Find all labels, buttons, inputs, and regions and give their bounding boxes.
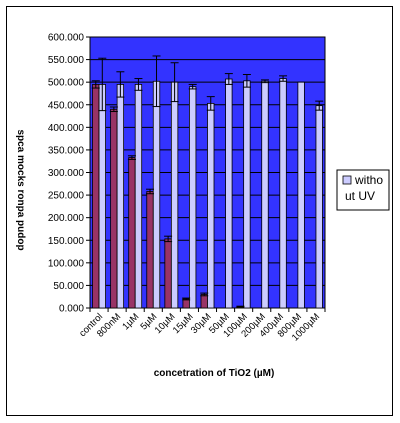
- y-tick-label: 450.000: [48, 100, 85, 111]
- bar-without-uv: [315, 105, 323, 309]
- bar-with-uv: [110, 108, 118, 309]
- legend: witho ut UV: [336, 169, 390, 211]
- y-tick-label: 50.000: [53, 281, 84, 292]
- legend-swatch-without-uv: [342, 175, 352, 185]
- bar-without-uv: [170, 81, 179, 309]
- bar-with-uv: [146, 191, 154, 309]
- y-tick-label: 0.000: [59, 304, 84, 315]
- bar-with-uv: [128, 157, 136, 309]
- y-tick-label: 150.000: [48, 236, 85, 247]
- bar-with-uv: [200, 294, 208, 309]
- y-tick-label: 250.000: [48, 191, 85, 202]
- y-axis-title: spca mocks ronpa pudop: [15, 129, 26, 250]
- bar-without-uv: [207, 102, 215, 309]
- x-axis-title: concetration of TiO2 (µM): [154, 368, 275, 379]
- bar-with-uv: [164, 238, 172, 309]
- bar-without-uv: [134, 84, 143, 309]
- bar-with-uv: [92, 84, 100, 309]
- bar-without-uv: [279, 78, 287, 309]
- bar-without-uv: [243, 80, 251, 309]
- bar-without-uv: [152, 80, 161, 309]
- y-tick-label: 400.000: [48, 123, 85, 134]
- legend-label-without-uv: witho ut UV: [345, 173, 383, 203]
- bar-without-uv: [297, 81, 305, 309]
- bar-without-uv: [98, 84, 106, 309]
- y-tick-label: 200.000: [48, 213, 85, 224]
- y-tick-label: 500.000: [48, 78, 85, 89]
- bar-without-uv: [261, 80, 269, 309]
- bar-without-uv: [225, 78, 233, 309]
- y-tick-label: 550.000: [48, 55, 85, 66]
- bar-without-uv: [116, 84, 125, 309]
- bar-without-uv: [189, 86, 197, 309]
- y-tick-label: 300.000: [48, 168, 85, 179]
- y-tick-label: 100.000: [48, 258, 85, 269]
- y-tick-label: 350.000: [48, 145, 85, 156]
- y-tick-label: 600.000: [48, 33, 85, 44]
- x-tick-label: 1µM: [120, 311, 141, 332]
